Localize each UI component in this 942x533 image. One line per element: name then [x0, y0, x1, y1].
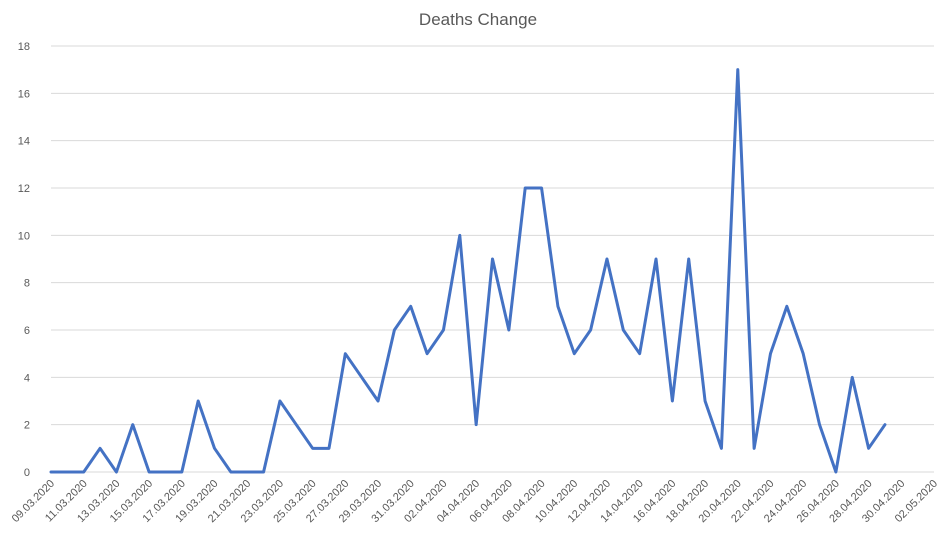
y-tick-label: 4 — [24, 372, 30, 384]
gridlines — [51, 45, 934, 473]
y-tick-label: 10 — [18, 230, 30, 242]
y-tick-label: 18 — [18, 41, 30, 53]
x-axis-ticks: 09.03.202011.03.202013.03.202015.03.2020… — [10, 478, 940, 525]
series-line — [49, 68, 887, 474]
y-tick-label: 0 — [24, 467, 30, 479]
y-axis-ticks: 0 2 4 6 8 10 12 14 16 18 — [18, 41, 30, 479]
series-layer — [49, 68, 887, 474]
y-tick-label: 12 — [18, 183, 30, 195]
y-tick-label: 6 — [24, 325, 30, 337]
y-tick-label: 16 — [18, 88, 30, 100]
chart-title: Deaths Change — [419, 10, 537, 29]
y-tick-label: 14 — [18, 136, 30, 148]
y-tick-label: 8 — [24, 278, 30, 290]
y-tick-label: 2 — [24, 420, 30, 432]
